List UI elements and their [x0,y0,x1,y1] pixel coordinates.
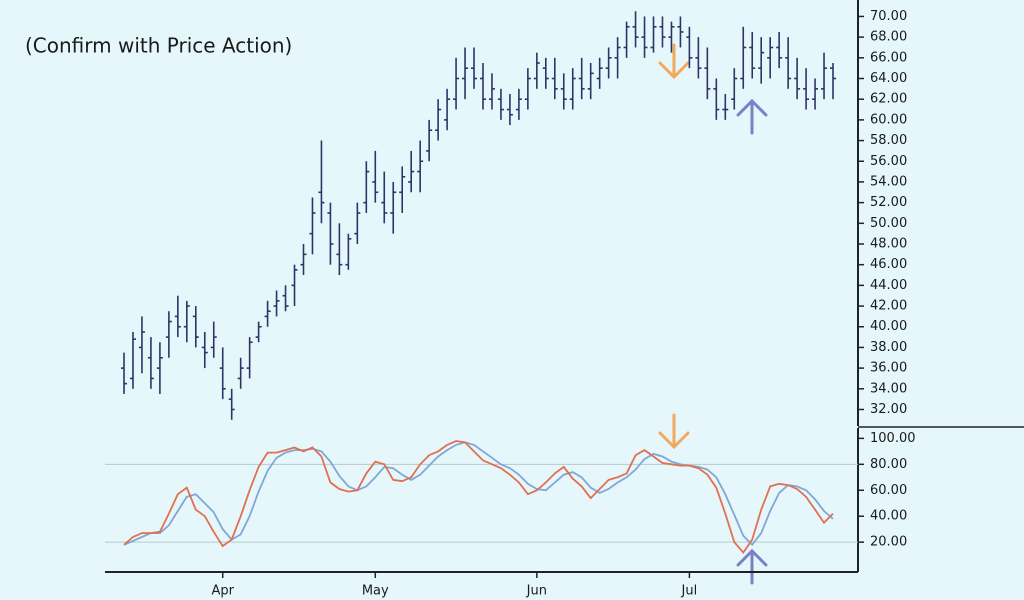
y-tick-label: 62.00 [870,92,907,107]
y-tick-label: 32.00 [870,402,907,417]
y-tick-label: 56.00 [870,154,907,169]
y-tick-label: 34.00 [870,381,907,396]
y-tick-label: 58.00 [870,133,907,148]
y-tick-label: 44.00 [870,278,907,293]
y-tick-label: 36.00 [870,361,907,376]
x-tick-label: Jul [681,584,698,599]
x-tick-label: Jun [526,584,547,599]
y-tick-label: 50.00 [870,216,907,231]
y-tick-label: 60.00 [870,112,907,127]
y-tick-label: 80.00 [870,457,907,472]
buy-arrow [736,98,768,135]
y-tick-label: 100.00 [870,431,916,446]
x-tick-label: Apr [211,584,234,599]
y-tick-label: 68.00 [870,30,907,45]
y-tick-label: 48.00 [870,236,907,251]
y-tick-label: 54.00 [870,174,907,189]
y-tick-label: 40.00 [870,509,907,524]
oscillator-line [123,440,834,554]
y-tick-label: 66.00 [870,50,907,65]
y-tick-label: 60.00 [870,483,907,498]
sell-arrow [658,413,690,450]
y-tick-label: 38.00 [870,340,907,355]
annotation: (Confirm with Price Action) [25,34,292,58]
y-tick-label: 42.00 [870,299,907,314]
sell-arrow [658,43,690,80]
y-tick-label: 46.00 [870,257,907,272]
signal-arrows [658,43,768,585]
y-tick-label: 70.00 [870,9,907,24]
y-tick-label: 20.00 [870,535,907,550]
y-tick-label: 40.00 [870,319,907,334]
oscillator-line [123,441,834,547]
buy-arrow [736,548,768,585]
y-tick-label: 64.00 [870,71,907,86]
y-tick-label: 52.00 [870,195,907,210]
x-tick-label: May [362,584,389,599]
